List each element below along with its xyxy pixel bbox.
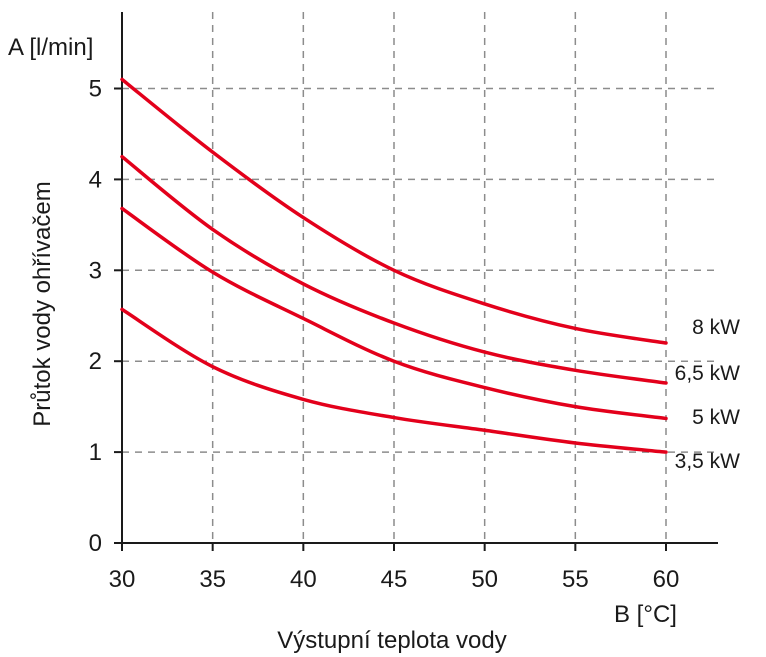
- y-tick-label: 3: [89, 257, 102, 284]
- series-label: 3,5 kW: [675, 450, 741, 473]
- x-axis-title: Výstupní teplota vody: [277, 627, 506, 654]
- x-tick-label: 40: [290, 566, 317, 593]
- series-line-4: [120, 307, 668, 454]
- axes: [121, 12, 718, 544]
- y-tick-label: 4: [89, 166, 102, 193]
- series-line-2: [120, 154, 668, 385]
- series-line-1: [120, 77, 668, 345]
- series-label: 8 kW: [692, 316, 740, 339]
- x-tick-label: 60: [653, 566, 680, 593]
- y-tick-label: 5: [89, 76, 102, 103]
- series-labels: 8 kW 6,5 kW 5 kW 3,5 kW: [675, 316, 741, 473]
- x-axis-unit-label: B [°C]: [614, 601, 677, 628]
- x-tick-labels: 30 35 40 45 50 55 60: [109, 543, 680, 593]
- x-tick-label: 50: [471, 566, 498, 593]
- series-label: 5 kW: [692, 406, 740, 429]
- x-tick-label: 30: [109, 566, 136, 593]
- series-label: 6,5 kW: [675, 362, 741, 385]
- grid: [122, 12, 718, 543]
- x-tick-label: 35: [199, 566, 226, 593]
- y-tick-label: 1: [89, 439, 102, 466]
- x-tick-label: 45: [381, 566, 408, 593]
- y-tick-label: 0: [89, 530, 102, 557]
- y-tick-labels: 0 1 2 3 4 5: [89, 76, 122, 557]
- y-axis-title: Průtok vody ohřívačem: [29, 181, 56, 426]
- series-line-3: [120, 206, 668, 421]
- y-axis-unit-label: A [l/min]: [8, 34, 93, 61]
- x-tick-label: 55: [562, 566, 589, 593]
- y-tick-label: 2: [89, 348, 102, 375]
- series-lines: [120, 77, 668, 454]
